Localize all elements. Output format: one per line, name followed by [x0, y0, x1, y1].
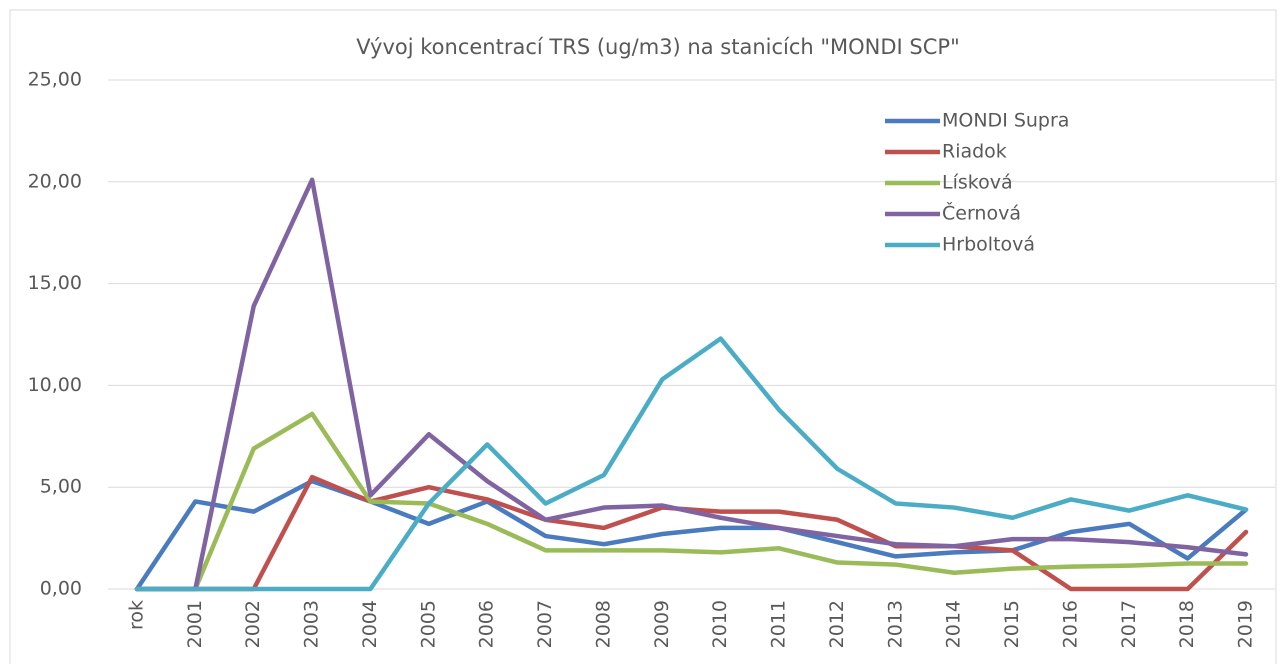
y-tick-label: 25,00: [28, 69, 82, 91]
chart-border: [9, 9, 1277, 664]
series-line: [134, 478, 1249, 592]
x-tick-label: 2019: [1235, 600, 1257, 648]
x-tick-label: 2006: [476, 600, 498, 648]
series-line: [134, 336, 1249, 592]
legend-label: Riadok: [942, 141, 1007, 163]
x-tick-label: 2015: [1001, 600, 1023, 648]
series-line: [134, 177, 1249, 592]
x-tick-label: 2005: [417, 600, 439, 648]
y-tick-label: 5,00: [40, 476, 82, 498]
x-tick-label: 2010: [709, 600, 731, 648]
y-tick-label: 0,00: [40, 578, 82, 600]
x-tick-label: 2002: [242, 600, 264, 648]
chart-title: Vývoj koncentrací TRS (ug/m3) na stanicí…: [356, 35, 960, 59]
x-tick-label: 2007: [534, 600, 556, 648]
x-tick-label: 2016: [1059, 600, 1081, 648]
legend-label: Hrboltová: [942, 234, 1035, 256]
x-tick-label: 2001: [184, 600, 206, 648]
x-tick-label: 2012: [826, 600, 848, 648]
x-tick-label: 2017: [1118, 600, 1140, 648]
x-tick-label: 2011: [768, 600, 790, 648]
x-tick-label: 2009: [651, 600, 673, 648]
legend-label: MONDI Supra: [942, 110, 1069, 132]
y-tick-label: 20,00: [28, 170, 82, 192]
series-line: [134, 411, 1249, 592]
legend-label: Černová: [942, 201, 1021, 225]
x-tick-label: 2018: [1176, 600, 1198, 648]
legend-label: Lísková: [942, 172, 1013, 194]
x-tick-label: 2003: [301, 600, 323, 648]
x-tick-label: 2013: [884, 600, 906, 648]
x-tick-label: 2004: [359, 600, 381, 648]
y-tick-label: 10,00: [28, 374, 82, 396]
x-tick-label: rok: [126, 600, 148, 630]
x-tick-label: 2014: [943, 600, 965, 648]
x-tick-label: 2008: [592, 600, 614, 648]
y-tick-label: 15,00: [28, 272, 82, 294]
